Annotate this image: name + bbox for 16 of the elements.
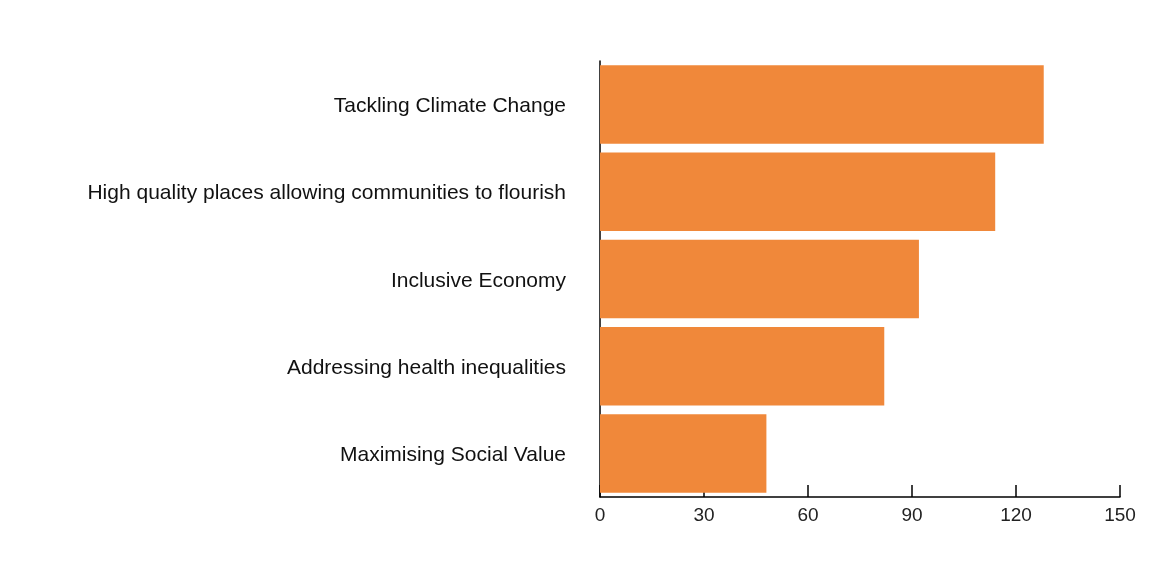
y-tick-label: High quality places allowing communities to flourish [87,180,566,204]
bar [600,326,885,406]
y-tick-label: Maximising Social Value [339,441,566,465]
x-tick-label: 60 [797,504,819,525]
x-tick-label: 90 [901,504,923,525]
y-tick-label: Addressing health inequalities [286,354,566,378]
bar [600,152,996,232]
x-tick-label: 30 [693,504,715,525]
bar [600,414,767,493]
y-tick-label: Tackling Climate Change [333,93,566,117]
x-tick-label: 120 [1000,504,1032,525]
x-tick-label: 0 [594,504,606,525]
bar [600,65,1044,144]
y-tick-label: Inclusive Economy [390,267,567,291]
x-tick-label: 150 [1104,504,1136,525]
bar [600,239,919,319]
